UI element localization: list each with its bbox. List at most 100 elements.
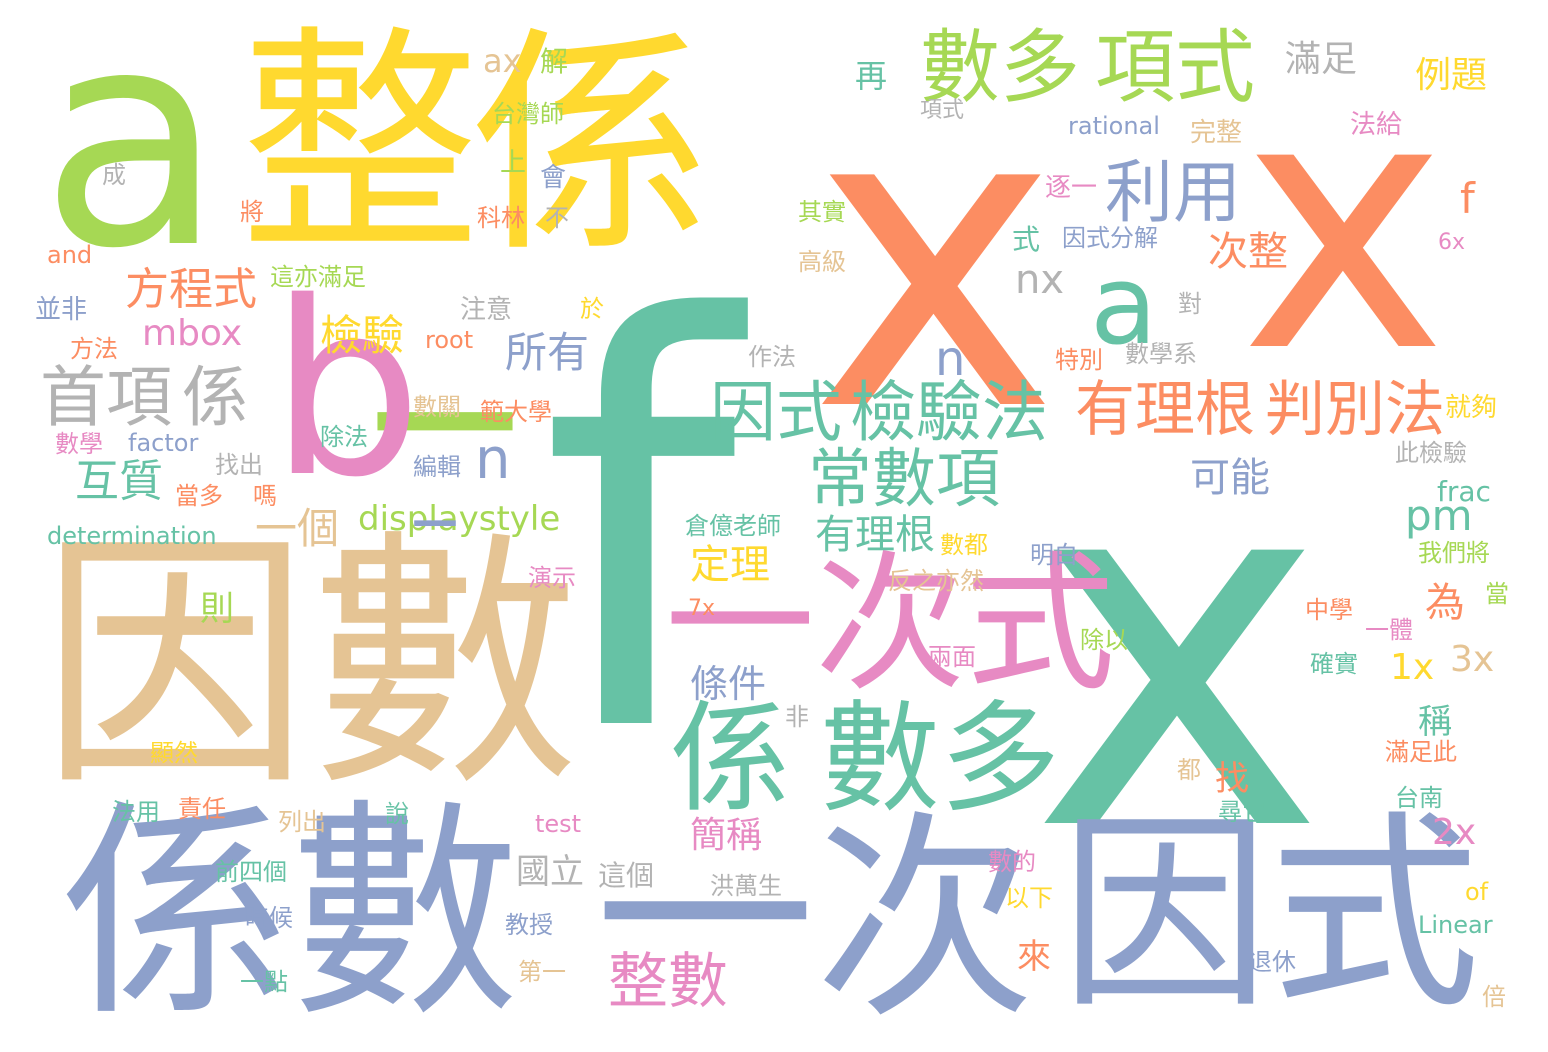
cloud-word: x bbox=[1030, 359, 1326, 941]
cloud-word: a bbox=[1090, 241, 1158, 369]
cloud-word: 確實 bbox=[1310, 650, 1358, 678]
cloud-word: 注意 bbox=[460, 295, 513, 325]
cloud-word: f bbox=[1460, 174, 1475, 223]
cloud-word: 會 bbox=[540, 163, 567, 193]
cloud-word: frac bbox=[1437, 475, 1491, 508]
cloud-word: 於 bbox=[580, 295, 604, 323]
cloud-word: 一次 bbox=[595, 792, 1036, 1048]
cloud-word: 退休 bbox=[1248, 948, 1296, 976]
cloud-word: 我們將 bbox=[1418, 539, 1490, 567]
cloud-word: 一個 bbox=[255, 504, 340, 553]
cloud-word: 這亦滿足 bbox=[270, 263, 366, 291]
cloud-word: 尋它 bbox=[1218, 798, 1266, 826]
cloud-word: 係 bbox=[182, 359, 248, 436]
cloud-word: 可能 bbox=[1190, 455, 1270, 501]
cloud-word: 高級 bbox=[798, 248, 846, 276]
cloud-word: 數多 bbox=[920, 21, 1080, 114]
cloud-word: 編輯 bbox=[413, 453, 461, 481]
cloud-word: 數學系 bbox=[1125, 340, 1197, 368]
cloud-word: _ bbox=[380, 129, 510, 431]
cloud-word: 以下 bbox=[1005, 884, 1053, 912]
cloud-word: 係 bbox=[670, 690, 790, 829]
cloud-word: 因式 bbox=[710, 374, 842, 451]
cloud-word: 稱 bbox=[1418, 702, 1452, 742]
cloud-word: 將 bbox=[240, 198, 264, 226]
cloud-word: 式 bbox=[1012, 223, 1041, 256]
cloud-word: 定理 bbox=[690, 542, 770, 588]
cloud-word: rational bbox=[1068, 112, 1160, 140]
cloud-word: 完整 bbox=[1190, 118, 1243, 148]
cloud-word: _ bbox=[415, 433, 455, 526]
cloud-word: 因數 bbox=[40, 507, 580, 822]
cloud-word: 特別 bbox=[1055, 346, 1103, 374]
cloud-word: 滿足此 bbox=[1385, 738, 1457, 766]
cloud-word: 第一 bbox=[518, 958, 566, 986]
cloud-word: 方程式 bbox=[125, 264, 257, 315]
cloud-word: nx bbox=[1015, 257, 1065, 303]
cloud-word: 這個 bbox=[598, 859, 655, 892]
cloud-word: ax bbox=[483, 42, 522, 80]
cloud-word: 明白 bbox=[1030, 541, 1078, 569]
cloud-word: 項式 bbox=[1095, 21, 1255, 114]
cloud-word: 除以 bbox=[1080, 626, 1128, 654]
cloud-word: 條件 bbox=[690, 662, 767, 706]
cloud-word: 2x bbox=[1432, 812, 1477, 853]
cloud-word: factor bbox=[128, 429, 199, 457]
cloud-word: 說 bbox=[385, 800, 409, 828]
cloud-word: 當 bbox=[1485, 580, 1509, 608]
cloud-word: 列出 bbox=[278, 808, 326, 836]
cloud-word: 不 bbox=[545, 204, 569, 232]
cloud-word: 嗎 bbox=[253, 482, 277, 510]
cloud-word: mbox bbox=[142, 313, 243, 354]
cloud-word: 責任 bbox=[178, 795, 226, 823]
cloud-word: root bbox=[425, 326, 474, 354]
cloud-word: b bbox=[270, 250, 423, 530]
cloud-word: 教授 bbox=[505, 911, 553, 939]
cloud-word: 一體 bbox=[1365, 616, 1413, 644]
cloud-word: 一點 bbox=[240, 968, 288, 996]
cloud-word: 就夠 bbox=[1445, 393, 1498, 423]
cloud-word: 項式 bbox=[920, 98, 965, 123]
cloud-word: 3x bbox=[1450, 639, 1495, 680]
cloud-word: 反之亦然 bbox=[888, 567, 984, 595]
cloud-word: and bbox=[47, 241, 93, 269]
cloud-word: 除法 bbox=[320, 423, 368, 451]
cloud-word: 前四個 bbox=[215, 858, 287, 886]
cloud-word: 例題 bbox=[1415, 55, 1488, 96]
cloud-word: 倉億老師 bbox=[685, 512, 781, 540]
cloud-word: 科林 bbox=[477, 204, 525, 232]
cloud-word: 檢驗 bbox=[320, 311, 405, 360]
cloud-word: 其實 bbox=[798, 198, 846, 226]
cloud-word: 數都 bbox=[940, 531, 988, 559]
cloud-word: x bbox=[1240, 21, 1448, 429]
cloud-word: 判別法 bbox=[1265, 375, 1445, 445]
cloud-word: 當多 bbox=[175, 482, 223, 510]
cloud-word: 7x bbox=[688, 596, 716, 621]
cloud-word: displaystyle bbox=[358, 499, 561, 539]
cloud-word: 顯然 bbox=[150, 739, 198, 767]
cloud-word: n bbox=[935, 331, 966, 387]
cloud-word: 互質 bbox=[75, 456, 163, 507]
cloud-word: test bbox=[535, 810, 582, 838]
cloud-word: 上 bbox=[500, 148, 527, 178]
cloud-word: pm bbox=[1405, 491, 1473, 540]
cloud-word: 數關 bbox=[413, 393, 461, 421]
cloud-word: 6x bbox=[1438, 230, 1466, 255]
cloud-word: 利用 bbox=[1105, 154, 1242, 233]
cloud-word: 係數 bbox=[60, 781, 521, 1048]
cloud-word: 都 bbox=[1177, 756, 1201, 784]
cloud-word: 逐一 bbox=[1045, 173, 1098, 203]
cloud-word: f bbox=[540, 204, 738, 856]
cloud-word: 並非 bbox=[35, 295, 88, 325]
cloud-word: 因式 bbox=[1060, 792, 1481, 1037]
cloud-word: 方法 bbox=[70, 335, 118, 363]
cloud-word: 中學 bbox=[1305, 596, 1353, 624]
cloud-word: a bbox=[40, 0, 224, 314]
cloud-word: 有理根 bbox=[1075, 375, 1255, 445]
cloud-word: 再 bbox=[855, 57, 888, 95]
cloud-word: 為 bbox=[1425, 580, 1465, 626]
cloud-word: 解 bbox=[540, 45, 569, 78]
cloud-word: 數學 bbox=[55, 430, 103, 458]
cloud-word: n bbox=[475, 427, 511, 492]
